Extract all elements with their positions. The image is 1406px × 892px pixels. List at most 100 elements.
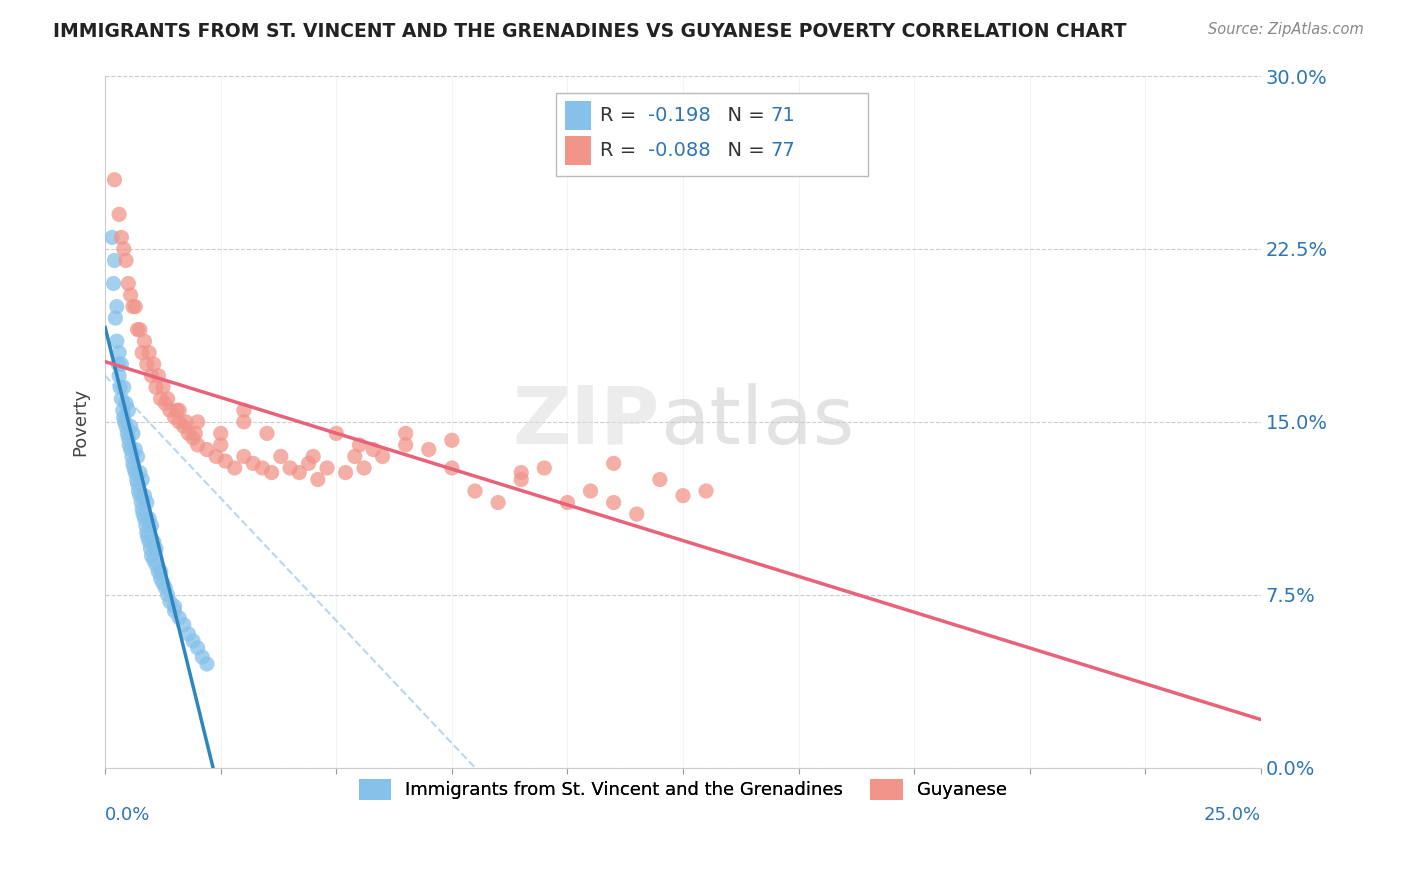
- Point: [131, 502, 153, 516]
- Point: [110, 357, 132, 371]
- Point: [167, 415, 190, 429]
- Point: [187, 438, 209, 452]
- Point: [148, 368, 170, 383]
- Point: [108, 380, 131, 394]
- Text: R =: R =: [600, 106, 643, 125]
- Point: [602, 456, 624, 470]
- Point: [124, 466, 146, 480]
- Point: [120, 288, 142, 302]
- Point: [128, 483, 150, 498]
- Point: [232, 403, 254, 417]
- Point: [139, 541, 162, 556]
- Point: [142, 534, 165, 549]
- Point: [464, 483, 486, 498]
- Point: [128, 466, 150, 480]
- Point: [134, 489, 156, 503]
- Point: [155, 581, 177, 595]
- Point: [302, 450, 325, 464]
- Point: [156, 588, 179, 602]
- Point: [142, 553, 165, 567]
- Point: [602, 495, 624, 509]
- Point: [149, 565, 172, 579]
- Point: [135, 525, 157, 540]
- Point: [205, 450, 228, 464]
- FancyBboxPatch shape: [565, 101, 591, 130]
- Text: -0.198: -0.198: [648, 106, 711, 125]
- Point: [104, 311, 127, 326]
- Point: [163, 604, 186, 618]
- FancyBboxPatch shape: [565, 136, 591, 164]
- Point: [115, 419, 138, 434]
- Point: [349, 438, 371, 452]
- Point: [145, 541, 167, 556]
- Point: [440, 461, 463, 475]
- Point: [138, 345, 160, 359]
- Point: [195, 442, 218, 457]
- Point: [117, 403, 139, 417]
- Point: [256, 426, 278, 441]
- Point: [163, 410, 186, 425]
- Point: [127, 477, 149, 491]
- Text: N =: N =: [716, 141, 772, 160]
- Point: [141, 368, 163, 383]
- Point: [103, 253, 125, 268]
- Point: [187, 640, 209, 655]
- Point: [125, 473, 148, 487]
- Point: [297, 456, 319, 470]
- Point: [117, 426, 139, 441]
- Point: [128, 323, 150, 337]
- Point: [135, 495, 157, 509]
- Point: [134, 334, 156, 348]
- Point: [156, 392, 179, 406]
- Point: [112, 410, 135, 425]
- Point: [112, 380, 135, 394]
- Point: [159, 595, 181, 609]
- Point: [115, 253, 138, 268]
- Point: [486, 495, 509, 509]
- Point: [353, 461, 375, 475]
- Point: [167, 611, 190, 625]
- Point: [101, 230, 124, 244]
- Point: [316, 461, 339, 475]
- Point: [579, 483, 602, 498]
- Point: [395, 438, 418, 452]
- Text: 25.0%: 25.0%: [1204, 805, 1261, 823]
- Point: [166, 403, 188, 417]
- Point: [122, 461, 145, 475]
- Point: [122, 426, 145, 441]
- Point: [191, 650, 214, 665]
- Point: [270, 450, 292, 464]
- Point: [159, 403, 181, 417]
- Point: [173, 419, 195, 434]
- Point: [187, 415, 209, 429]
- Point: [103, 277, 125, 291]
- Point: [557, 495, 579, 509]
- Point: [120, 419, 142, 434]
- Point: [232, 415, 254, 429]
- Point: [110, 230, 132, 244]
- Point: [152, 576, 174, 591]
- Text: -0.088: -0.088: [648, 141, 711, 160]
- FancyBboxPatch shape: [555, 94, 868, 177]
- Point: [141, 549, 163, 563]
- Point: [533, 461, 555, 475]
- Text: R =: R =: [600, 141, 643, 160]
- Legend: Immigrants from St. Vincent and the Grenadines, Guyanese: Immigrants from St. Vincent and the Gren…: [352, 772, 1015, 807]
- Text: 71: 71: [770, 106, 796, 125]
- Point: [510, 466, 533, 480]
- Point: [105, 334, 128, 348]
- Point: [127, 450, 149, 464]
- Text: Source: ZipAtlas.com: Source: ZipAtlas.com: [1208, 22, 1364, 37]
- Point: [105, 300, 128, 314]
- Point: [510, 473, 533, 487]
- Point: [132, 507, 155, 521]
- Point: [135, 357, 157, 371]
- Point: [108, 368, 131, 383]
- Point: [177, 426, 200, 441]
- Point: [181, 633, 204, 648]
- Point: [152, 380, 174, 394]
- Point: [195, 657, 218, 671]
- Point: [112, 242, 135, 256]
- Point: [626, 507, 648, 521]
- Point: [288, 466, 311, 480]
